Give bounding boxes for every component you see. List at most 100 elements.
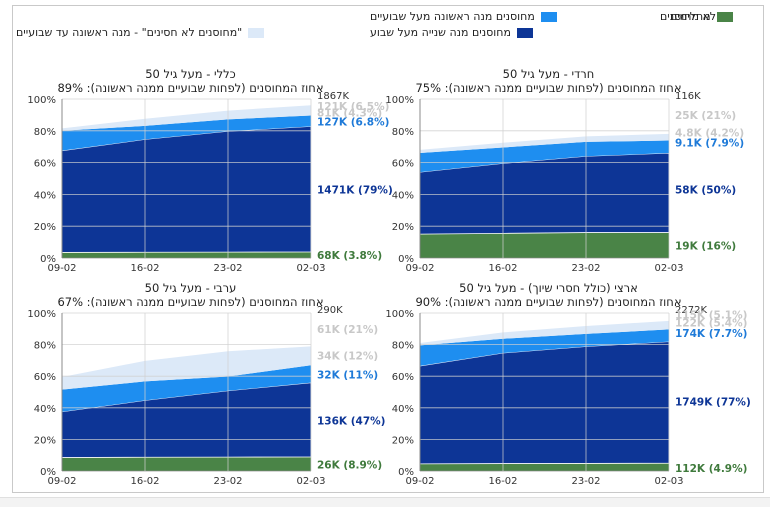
y-tick-chart4: 80% <box>392 341 414 352</box>
value-label-notimmune-chart2: 4.8K (4.2%) <box>675 127 744 139</box>
value-label-recovered-chart1: 68K (3.8%) <box>317 250 382 262</box>
total-label-chart2: 116K <box>675 91 701 102</box>
legend-label-dose1: מחוסנים מנה ראשונה מעל שבועיים <box>370 10 535 23</box>
value-label-dose2-chart3: 136K (47%) <box>317 415 385 427</box>
chart-title-2: חרדי - מעל גיל 50 <box>503 67 595 81</box>
total-label-chart3: 290K <box>317 305 343 316</box>
legend-label-dose2: מחוסנים מנה שנייה מעל שבוע <box>370 26 511 39</box>
y-tick-chart2: 0% <box>398 254 414 265</box>
legend-item-not-immune: "מחוסנים לא חסינים" - מנה ראשונה עד שבוע… <box>16 26 265 39</box>
y-tick-chart4: 100% <box>385 309 414 320</box>
x-tick-chart4: 16-02 <box>488 476 517 487</box>
y-tick-chart1: 80% <box>34 127 56 138</box>
x-tick-chart1: 16-02 <box>130 263 159 274</box>
x-tick-chart3: 09-02 <box>47 476 76 487</box>
y-tick-chart4: 60% <box>392 372 414 383</box>
value-label-dose1-chart4: 174K (7.7%) <box>675 328 747 340</box>
value-label-dose1-chart3: 32K (11%) <box>317 370 378 382</box>
value-label-notimmune-chart2: 25K (21%) <box>675 110 736 122</box>
bottom-scroll-strip <box>0 497 770 507</box>
x-tick-chart4: 09-02 <box>405 476 434 487</box>
y-tick-chart2: 80% <box>392 127 414 138</box>
y-tick-chart3: 40% <box>34 404 56 415</box>
x-tick-chart4: 23-02 <box>571 476 600 487</box>
area-dose1-chart1 <box>62 115 311 151</box>
x-tick-chart2: 09-02 <box>405 263 434 274</box>
area-notimmune-chart2 <box>420 133 669 154</box>
chart-subtitle-3: אחוז המחוסנים (לפחות שבועיים ממנה ראשונה… <box>57 295 323 309</box>
y-tick-chart3: 20% <box>34 435 56 446</box>
y-tick-chart1: 20% <box>34 222 56 233</box>
y-tick-chart2: 100% <box>385 95 414 106</box>
area-notimmune-chart3 <box>62 346 311 390</box>
area-recovered-chart3 <box>62 456 311 471</box>
x-tick-chart1: 09-02 <box>47 263 76 274</box>
x-tick-chart4: 02-03 <box>654 476 683 487</box>
y-tick-chart1: 60% <box>34 159 56 170</box>
y-tick-chart1: 0% <box>40 254 56 265</box>
legend-label-not-immune: "מחוסנים לא חסינים" - מנה ראשונה עד שבוע… <box>16 26 243 39</box>
legend-label-unvaccinated: לא מחוסנים <box>660 10 717 23</box>
legend-item-dose2: מחוסנים מנה שנייה מעל שבוע <box>370 26 533 39</box>
y-tick-chart4: 0% <box>398 467 414 478</box>
value-label-recovered-chart4: 112K (4.9%) <box>675 463 747 475</box>
value-label-dose2-chart4: 1749K (77%) <box>675 396 751 408</box>
legend-swatch-recovered <box>716 11 733 22</box>
y-tick-chart3: 60% <box>34 372 56 383</box>
y-tick-chart3: 100% <box>27 309 56 320</box>
value-label-dose2-chart1: 1471K (79%) <box>317 185 393 197</box>
value-label-dose1-chart1: 127K (6.8%) <box>317 116 389 128</box>
legend-item-dose1: מחוסנים מנה ראשונה מעל שבועיים <box>370 10 557 23</box>
legend-item-recovered: מחלימים <box>670 10 733 23</box>
total-label-chart1: 1867K <box>317 91 349 102</box>
chart-subtitle-2: אחוז המחוסנים (לפחות שבועיים ממנה ראשונה… <box>415 81 681 95</box>
y-tick-chart1: 40% <box>34 190 56 201</box>
area-recovered-chart2 <box>420 232 669 258</box>
y-tick-chart4: 20% <box>392 435 414 446</box>
area-dose1-chart4 <box>420 329 669 366</box>
legend: לא מחוסנים "מחוסנים לא חסינים" - מנה ראש… <box>0 0 770 46</box>
legend-swatch-dose1 <box>540 11 557 22</box>
chart-title-4: ארצי (כולל חסרי שיוך) - מעל גיל 50 <box>459 281 638 295</box>
x-tick-chart1: 02-03 <box>296 263 325 274</box>
x-tick-chart3: 23-02 <box>213 476 242 487</box>
chart-title-3: ערבי - מעל גיל 50 <box>145 281 237 295</box>
legend-swatch-not-immune <box>248 27 265 38</box>
value-label-recovered-chart2: 19K (16%) <box>675 240 736 252</box>
value-label-dose2-chart2: 58K (50%) <box>675 185 736 197</box>
y-tick-chart4: 40% <box>392 404 414 415</box>
value-label-notimmune-chart1: 81K (4.3%) <box>317 108 382 120</box>
chart-title-1: כללי - מעל גיל 50 <box>145 67 236 81</box>
x-tick-chart2: 23-02 <box>571 263 600 274</box>
x-tick-chart2: 02-03 <box>654 263 683 274</box>
legend-swatch-dose2 <box>516 27 533 38</box>
area-recovered-chart4 <box>420 463 669 471</box>
x-tick-chart2: 16-02 <box>488 263 517 274</box>
area-dose1-chart2 <box>420 140 669 173</box>
value-label-recovered-chart3: 26K (8.9%) <box>317 460 382 472</box>
chart-subtitle-1: אחוז המחוסנים (לפחות שבועיים ממנה ראשונה… <box>57 81 323 95</box>
area-notimmune-chart1 <box>62 105 311 131</box>
y-tick-chart2: 40% <box>392 190 414 201</box>
y-tick-chart3: 0% <box>40 467 56 478</box>
value-label-notimmune-chart4: 115K (5.1%) <box>675 310 747 322</box>
chart-frame <box>12 5 764 493</box>
value-label-notimmune-chart4: 122K (5.4%) <box>675 317 747 329</box>
chart-subtitle-4: אחוז המחוסנים (לפחות שבועיים ממנה ראשונה… <box>415 295 681 309</box>
area-recovered-chart1 <box>62 251 311 258</box>
x-tick-chart3: 02-03 <box>296 476 325 487</box>
total-label-chart4: 2272K <box>675 305 707 316</box>
y-tick-chart1: 100% <box>27 95 56 106</box>
value-label-notimmune-chart3: 61K (21%) <box>317 324 378 336</box>
area-dose1-chart3 <box>62 365 311 412</box>
legend-label-recovered: מחלימים <box>670 10 711 23</box>
value-label-notimmune-chart3: 34K (12%) <box>317 351 378 363</box>
area-notimmune-chart4 <box>420 320 669 346</box>
y-tick-chart3: 80% <box>34 341 56 352</box>
x-tick-chart3: 16-02 <box>130 476 159 487</box>
value-label-notimmune-chart1: 121K (6.5%) <box>317 101 389 113</box>
x-tick-chart1: 23-02 <box>213 263 242 274</box>
value-label-dose1-chart2: 9.1K (7.9%) <box>675 138 744 150</box>
y-tick-chart2: 60% <box>392 159 414 170</box>
